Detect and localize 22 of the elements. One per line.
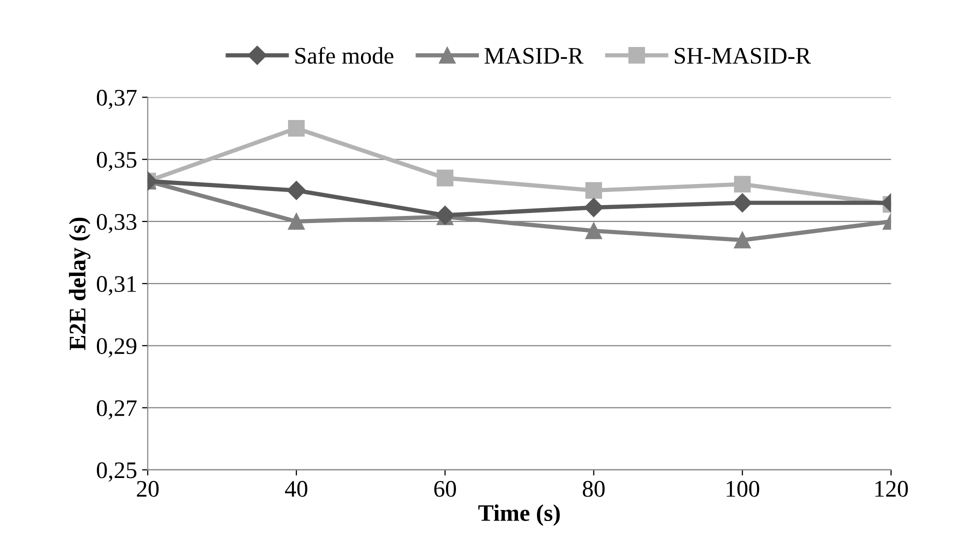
- legend-label: MASID-R: [484, 48, 584, 64]
- x-tick-label: 60: [434, 480, 456, 497]
- y-tick-label: 0,27: [96, 400, 137, 420]
- legend-label: SH-MASID-R: [674, 48, 812, 64]
- x-tick-label: 100: [726, 480, 760, 497]
- point: [585, 222, 602, 240]
- x-tick-label: 80: [582, 480, 605, 497]
- y-tick-label: 0,35: [96, 152, 136, 172]
- x-axis-title: Time (s): [478, 504, 560, 526]
- x-tick-label: 20: [136, 480, 159, 497]
- point: [584, 198, 604, 218]
- x-tick-label: 120: [875, 480, 908, 497]
- y-axis-title: E2E delay (s): [68, 218, 90, 350]
- y-tick-label: 0,31: [96, 276, 136, 296]
- point: [585, 182, 602, 199]
- legend-label: Safe mode: [295, 46, 394, 64]
- x-tick-label: 40: [285, 480, 308, 497]
- y-tick-label: 0,33: [96, 214, 136, 234]
- point: [436, 170, 454, 186]
- y-tick-label: 0,37: [96, 90, 137, 110]
- y-tick-label: 0,29: [96, 338, 136, 358]
- y-tick-label: 0,25: [96, 462, 136, 482]
